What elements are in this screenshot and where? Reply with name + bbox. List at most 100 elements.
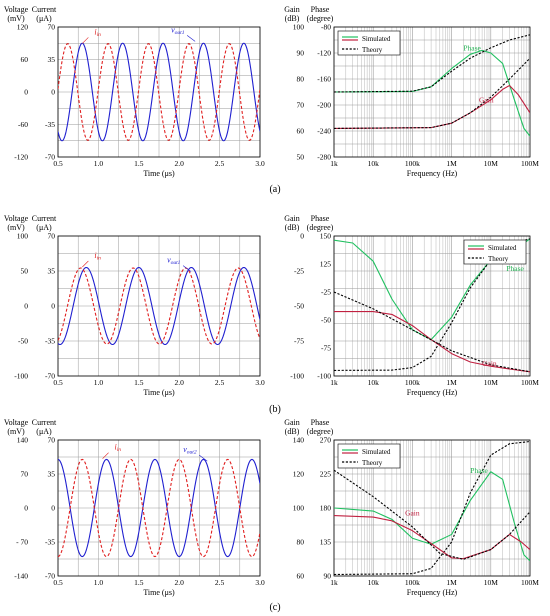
y-left-axis-label: Gain <box>284 5 300 14</box>
y-right-tick-label: 0 <box>51 504 55 513</box>
y-right-tick-label: -35 <box>45 337 55 346</box>
x-tick-label: 100k <box>405 578 420 587</box>
y-right-axis-label: (μA) <box>36 14 52 23</box>
y-right-axis-label: Current <box>32 5 57 14</box>
chart-b-time: 0.5 1.0 1.5 2.0 2.5 3.0 100 50 0 -50 -100 70 35 0 -35 -… <box>4 214 265 397</box>
y-left-tick-label: -120 <box>14 153 28 162</box>
y-left-tick-label: 70 <box>297 101 305 110</box>
series-label-pointer <box>102 452 109 459</box>
y-right-axis-label: (degree) <box>307 427 334 436</box>
curve-annotation: Gain <box>479 95 494 104</box>
legend-label-theory: Theory <box>362 46 383 54</box>
plot-area <box>58 42 260 142</box>
y-left-tick-label: -100 <box>290 372 304 381</box>
x-tick-label: 2.5 <box>215 578 225 587</box>
legend-label-theory: Theory <box>362 459 383 467</box>
series-line <box>58 266 260 346</box>
y-right-tick-label: -35 <box>45 120 55 129</box>
x-tick-label: 2.0 <box>175 159 185 168</box>
y-right-tick-label: 70 <box>48 436 56 445</box>
curve-annotation: Phase <box>506 264 524 273</box>
x-tick-label: 1.5 <box>134 159 144 168</box>
y-left-tick-label: 80 <box>297 75 305 84</box>
x-tick-label: 100M <box>521 378 539 387</box>
y-right-tick-label: -200 <box>317 101 331 110</box>
y-left-tick-label: 50 <box>297 153 305 162</box>
plot-area <box>58 458 260 558</box>
series-label-pointer <box>186 35 196 42</box>
y-right-tick-label: -160 <box>317 75 331 84</box>
y-left-tick-label: -50 <box>294 302 304 311</box>
y-left-tick-label: 120 <box>293 470 305 479</box>
x-tick-label: 10M <box>484 578 499 587</box>
y-left-tick-label: -100 <box>14 372 28 381</box>
y-left-tick-label: 60 <box>297 127 305 136</box>
series-label-pointer <box>182 265 192 272</box>
x-tick-label: 1M <box>446 159 457 168</box>
x-tick-label: 0.5 <box>53 159 63 168</box>
plot-area <box>58 266 260 346</box>
x-axis-label: Frequency (Hz) <box>407 169 458 178</box>
y-left-axis-label: Gain <box>284 214 300 223</box>
series-line <box>334 291 530 373</box>
y-right-axis-label: (degree) <box>307 223 334 232</box>
y-left-tick-label: 0 <box>300 232 304 241</box>
series-line <box>58 458 260 558</box>
x-tick-label: 1.5 <box>134 378 144 387</box>
series-label-main: v <box>183 445 187 454</box>
x-tick-label: 1M <box>446 578 457 587</box>
x-tick-label: 2.0 <box>175 578 185 587</box>
legend-box <box>337 30 401 56</box>
x-tick-label: 0.5 <box>53 378 63 387</box>
series-label-sub: in <box>97 32 102 38</box>
curve-annotation: Gain <box>405 509 420 518</box>
series-label: vout2 <box>183 445 197 456</box>
series-label-sub: out2 <box>187 450 197 456</box>
curve-annotation: Phase <box>463 43 481 52</box>
y-right-tick-label: -80 <box>321 23 331 32</box>
x-tick-label: 1M <box>446 378 457 387</box>
y-right-axis-label: Phase <box>311 214 330 223</box>
plot-area <box>334 34 530 137</box>
y-left-axis-label: (dB) <box>285 14 300 23</box>
x-tick-label: 100M <box>521 159 539 168</box>
y-right-axis-label: Current <box>32 214 57 223</box>
x-tick-label: 100k <box>405 378 420 387</box>
series-line <box>334 469 530 560</box>
plot-frame <box>333 235 531 377</box>
x-tick-label: 3.0 <box>255 159 265 168</box>
series-label: iin <box>94 251 101 262</box>
y-right-tick-label: 35 <box>48 470 56 479</box>
series-label-sub: out1 <box>171 260 181 266</box>
y-left-tick-label: 50 <box>21 267 29 276</box>
series-line <box>334 238 530 371</box>
y-right-axis-label: Phase <box>311 418 330 427</box>
legend: Simulated Theory <box>337 30 401 56</box>
plot-frame <box>57 439 261 577</box>
series-label: vout1 <box>171 25 185 36</box>
panel-label: (a) <box>269 184 280 195</box>
legend-label-simulated: Simulated <box>362 35 391 43</box>
y-right-tick-label: -70 <box>45 572 55 581</box>
y-right-tick-label: 35 <box>48 267 56 276</box>
y-left-tick-label: 120 <box>17 23 29 32</box>
y-left-tick-label: -75 <box>294 337 304 346</box>
y-left-tick-label: 0 <box>24 504 28 513</box>
y-left-tick-label: 60 <box>297 572 305 581</box>
y-right-tick-label: -280 <box>317 153 331 162</box>
y-right-tick-label: 180 <box>320 504 332 513</box>
x-tick-label: 1.0 <box>94 159 104 168</box>
y-right-tick-label: 35 <box>48 55 56 64</box>
series-line <box>334 34 530 93</box>
y-left-tick-label: 90 <box>297 49 305 58</box>
series-label-main: i <box>94 251 96 260</box>
series-label-main: i <box>94 27 96 36</box>
x-tick-label: 0.5 <box>53 578 63 587</box>
y-left-tick-label: 70 <box>21 470 29 479</box>
x-tick-label: 100M <box>521 578 539 587</box>
x-tick-label: 1k <box>330 578 338 587</box>
y-right-tick-label: 70 <box>48 232 56 241</box>
plot-area <box>334 440 530 576</box>
y-right-tick-label: 0 <box>51 88 55 97</box>
series-label-main: v <box>171 25 175 34</box>
